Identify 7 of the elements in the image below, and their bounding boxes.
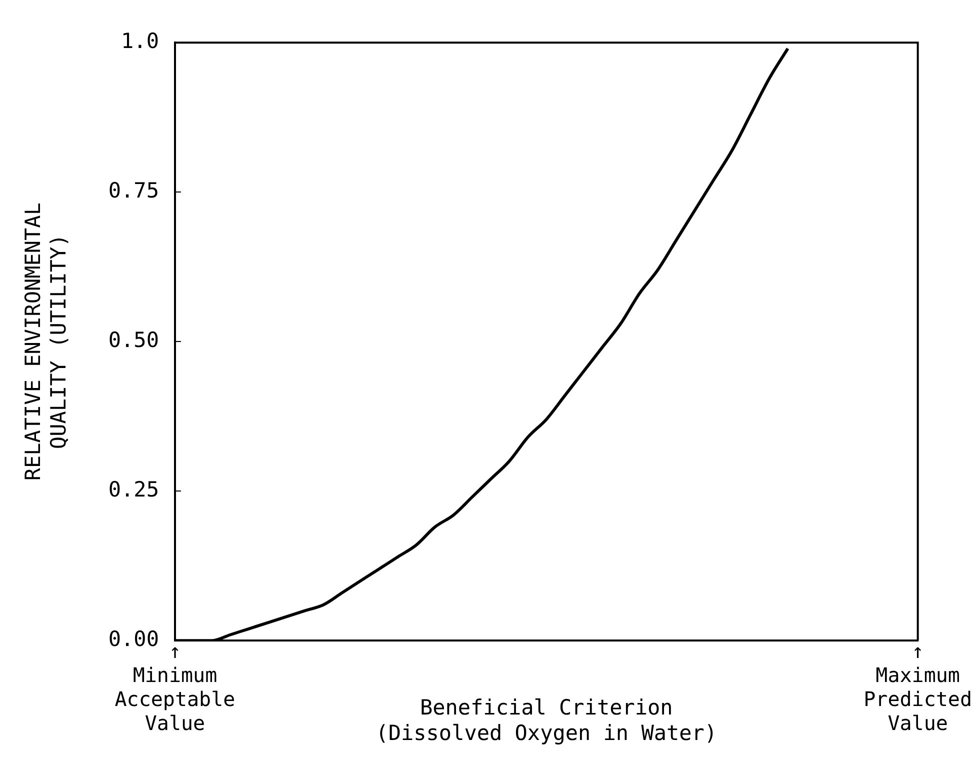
y-tick-label: 0.25 [108,478,159,502]
x-axis-title: Beneficial Criterion (Dissolved Oxygen in Water) [376,696,718,745]
x-tick-label: ↑ Maximum Predicted Value [864,638,972,735]
y-tick-label: 1.0 [121,29,159,54]
y-tick-label: 0.75 [108,178,159,203]
y-tick-label: 0.50 [108,328,159,352]
y-axis-title: RELATIVE ENVIRONMENTAL QUALITY (UTILITY) [21,202,70,481]
